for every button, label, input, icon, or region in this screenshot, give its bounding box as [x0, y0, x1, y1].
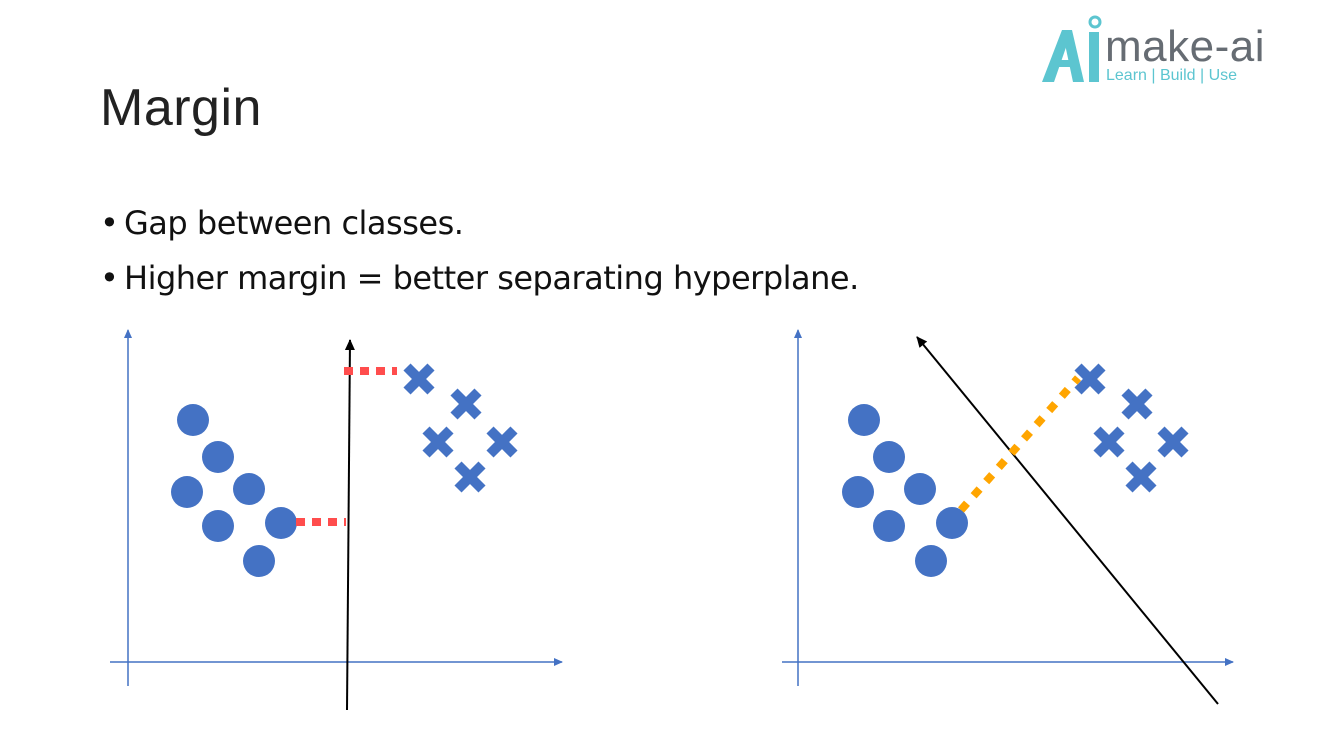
bullet-list: • Gap between classes. • Higher margin = b…: [100, 203, 859, 313]
class-a-point: [873, 510, 905, 542]
class-b-point: [490, 430, 514, 454]
class-a-point: [848, 404, 880, 436]
bullet-text: Higher margin = better separating hyperp…: [124, 259, 859, 297]
class-b-point: [1125, 392, 1149, 416]
class-a-point: [202, 441, 234, 473]
bullet-item: • Higher margin = better separating hyper…: [100, 258, 859, 313]
class-b-point: [407, 367, 431, 391]
ai-logo-icon: [1042, 15, 1102, 82]
slide-title: Margin: [100, 79, 262, 137]
class-b-point: [426, 430, 450, 454]
class-a-point: [842, 476, 874, 508]
class-b-point: [458, 465, 482, 489]
class-a-point: [873, 441, 905, 473]
class-a-point: [915, 545, 947, 577]
class-b-point: [1129, 465, 1153, 489]
class-a-point: [233, 473, 265, 505]
class-b-point: [454, 392, 478, 416]
margin-line: [958, 375, 1081, 513]
class-a-point: [171, 476, 203, 508]
class-b-point: [1161, 430, 1185, 454]
bullet-text: Gap between classes.: [124, 204, 464, 242]
class-a-point: [936, 507, 968, 539]
class-b-point: [1078, 367, 1102, 391]
class-a-point: [243, 545, 275, 577]
class-a-point: [904, 473, 936, 505]
bullet-dot-icon: •: [100, 259, 119, 297]
bullet-dot-icon: •: [100, 204, 119, 242]
right-plot: [782, 329, 1234, 705]
class-a-point: [202, 510, 234, 542]
class-a-point: [265, 507, 297, 539]
make-ai-logo: make-ai Learn | Build | Use: [1040, 14, 1315, 89]
left-plot: [110, 329, 563, 711]
logo-tagline: Learn | Build | Use: [1106, 67, 1238, 84]
logo-brand-text: make-ai: [1105, 22, 1265, 71]
class-b-point: [1097, 430, 1121, 454]
separating-hyperplane: [344, 339, 355, 711]
bullet-item: • Gap between classes.: [100, 203, 859, 258]
class-a-point: [177, 404, 209, 436]
separating-hyperplane: [916, 336, 1219, 705]
